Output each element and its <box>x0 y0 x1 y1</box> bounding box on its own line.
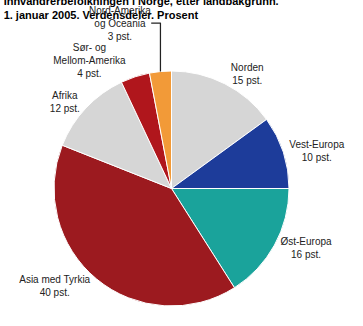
svg-text:Asia med Tyrkia40 pst.: Asia med Tyrkia40 pst. <box>19 274 90 298</box>
svg-text:Sør- ogMellom-Amerika4 pst.: Sør- ogMellom-Amerika4 pst. <box>53 42 126 79</box>
svg-text:Øst-Europa16 pst.: Øst-Europa16 pst. <box>280 236 332 260</box>
svg-text:Innvandrerbefolkningen i Norge: Innvandrerbefolkningen i Norge, etter la… <box>4 0 279 21</box>
svg-text:Vest-Europa10 pst.: Vest-Europa10 pst. <box>289 139 344 163</box>
svg-text:Afrika12 pst.: Afrika12 pst. <box>50 90 80 114</box>
svg-text:Nord-Amerikaog Oceania3 pst.: Nord-Amerikaog Oceania3 pst. <box>89 5 151 42</box>
svg-text:Norden15 pst.: Norden15 pst. <box>231 62 264 86</box>
